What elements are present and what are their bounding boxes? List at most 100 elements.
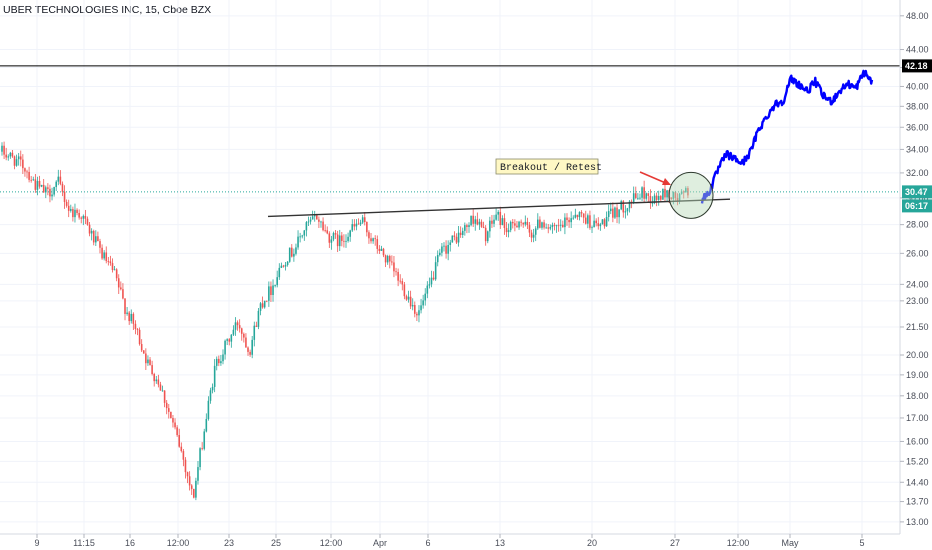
candle-body (547, 227, 550, 229)
candle (138, 327, 141, 346)
candle-body (270, 286, 272, 296)
candle (597, 217, 600, 230)
candle-body (297, 236, 299, 248)
candle-body (403, 284, 406, 297)
candle-body (197, 467, 199, 481)
candle-body (90, 230, 93, 234)
candle (172, 414, 174, 428)
candle-body (666, 190, 668, 198)
candle-body (88, 224, 91, 234)
candle-body (290, 247, 293, 257)
candle-body (324, 230, 326, 232)
candle-body (682, 191, 685, 193)
candle (518, 220, 520, 230)
candle-body (409, 296, 412, 307)
candle-body (580, 212, 583, 214)
candle-body (230, 334, 233, 342)
candle (547, 223, 550, 234)
candle (1, 142, 3, 156)
candle-body (178, 435, 181, 447)
candle (240, 327, 243, 341)
candle-body (539, 219, 541, 228)
y-tick-label: 16.00 (906, 436, 929, 446)
candle-body (672, 192, 675, 199)
price-axis[interactable]: 13.00 13.70 14.40 15.20 16.00 17.00 18.00 19.00… (899, 0, 932, 534)
candle (514, 219, 516, 232)
candle (537, 213, 539, 231)
candle-body (163, 390, 166, 403)
candle (376, 235, 379, 254)
candle (609, 202, 612, 215)
y-tick-label: 32.00 (906, 168, 929, 178)
candle-body (301, 235, 304, 237)
candle (67, 199, 70, 218)
candle-body (378, 248, 381, 251)
candle (40, 184, 43, 188)
candle-body (639, 197, 641, 199)
candle (24, 167, 26, 177)
candle (676, 193, 679, 206)
candle (90, 228, 93, 241)
x-tick-label: 12:00 (167, 538, 190, 548)
candle (303, 229, 306, 241)
candle-body (478, 221, 481, 225)
candle (320, 220, 322, 228)
candle (526, 217, 529, 230)
candle-body (589, 215, 591, 228)
candle (395, 267, 397, 276)
candle (297, 230, 299, 250)
candle (282, 264, 285, 268)
candle (136, 328, 139, 336)
candle-body (101, 247, 103, 259)
candle (276, 270, 278, 288)
candle (332, 231, 335, 242)
candle-body (234, 322, 237, 330)
candle (341, 232, 343, 247)
candle-body (149, 359, 151, 366)
candle (505, 222, 508, 237)
candle (593, 214, 595, 228)
candle-body (664, 188, 666, 198)
candle-body (680, 191, 683, 194)
candle-body (591, 227, 593, 229)
candle (167, 403, 170, 419)
candle-body (17, 156, 20, 160)
candle (468, 222, 470, 233)
candle (416, 311, 418, 321)
candle-body (72, 209, 74, 218)
candle (587, 213, 589, 229)
candle-body (676, 197, 679, 201)
candle-body (464, 225, 466, 231)
candle-body (357, 223, 360, 225)
candle (182, 449, 185, 467)
candle-body (470, 215, 472, 226)
candle-body (624, 211, 627, 213)
candle (476, 212, 479, 226)
candle-body (645, 193, 648, 199)
candle-body (534, 228, 537, 235)
candle-body (634, 193, 637, 198)
candle (422, 294, 424, 309)
candle (140, 339, 143, 353)
candle-body (597, 223, 600, 227)
candle (551, 222, 554, 234)
candle (57, 169, 60, 186)
candle (591, 225, 593, 233)
candle (549, 224, 552, 231)
candle-body (209, 390, 212, 401)
candle-body (407, 296, 410, 300)
candle (407, 290, 410, 303)
candle (466, 223, 468, 234)
candle (601, 219, 604, 225)
candle-body (70, 209, 72, 211)
candles (1, 141, 689, 501)
candle (511, 218, 514, 229)
time-axis[interactable]: 9 11:15 16 12:00 23 25 12:00 Apr 6 13 20 27 12:00 May… (0, 533, 900, 548)
candle-body (151, 365, 153, 375)
candle-body (368, 232, 370, 239)
candle-body (347, 236, 349, 241)
overlays: Breakout / Retest (0, 65, 900, 219)
candle (163, 390, 166, 408)
candle-body (15, 159, 18, 166)
